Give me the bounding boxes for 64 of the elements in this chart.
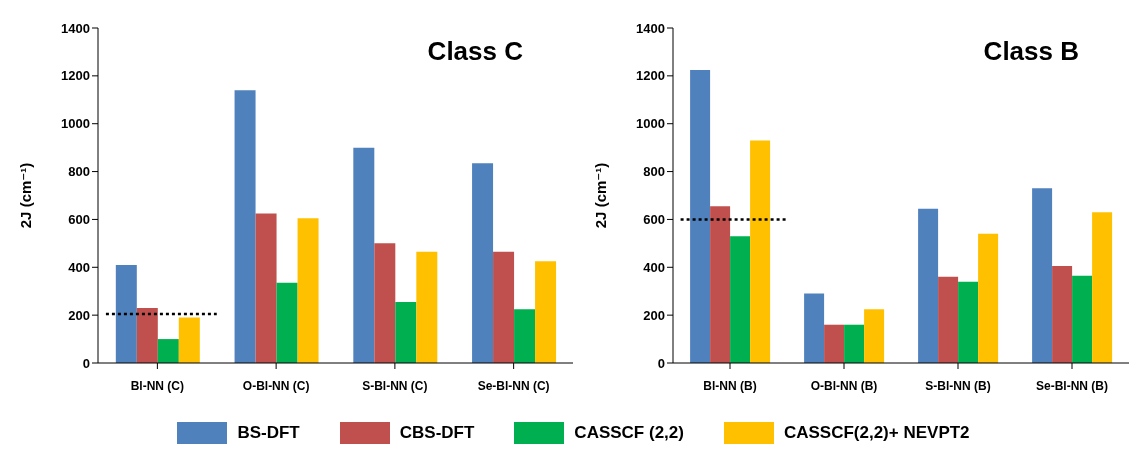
x-tick-label: Bl-NN (C) [130, 378, 185, 393]
y-axis-title: 2J (cm⁻¹) [592, 162, 610, 229]
y-tick-label: 600 [68, 212, 90, 228]
bar [353, 147, 375, 363]
x-tick-label: S-Bl-NN (C) [362, 378, 428, 393]
bar [115, 264, 137, 363]
bar [1052, 266, 1073, 363]
bar [824, 324, 845, 363]
bar [844, 324, 865, 363]
y-tick-label: 800 [643, 164, 665, 180]
bar [730, 236, 751, 363]
y-tick-label: 800 [68, 164, 90, 180]
bar [1032, 188, 1053, 363]
bar [514, 309, 536, 363]
bar [1092, 212, 1113, 363]
bar [750, 140, 771, 363]
y-tick-label: 1400 [61, 20, 90, 36]
bar [493, 251, 515, 363]
bar [374, 243, 396, 363]
legend-label: BS-DFT [237, 423, 300, 443]
bar [297, 218, 319, 363]
legend-label: CBS-DFT [399, 423, 475, 443]
x-tick-label: S-Bl-NN (B) [925, 378, 991, 393]
bar [255, 213, 277, 363]
bar [938, 276, 959, 363]
y-tick-label: 0 [82, 355, 90, 371]
y-tick-label: 1200 [61, 68, 90, 84]
bar [710, 206, 731, 363]
y-tick-label: 200 [68, 307, 90, 323]
bar [276, 282, 298, 363]
y-tick-label: 400 [68, 259, 90, 275]
bar [918, 208, 939, 363]
bar [690, 69, 711, 363]
x-tick-label: O-Bl-NN (B) [810, 378, 878, 393]
bar [136, 307, 158, 363]
bar [804, 293, 825, 363]
y-tick-label: 1000 [636, 116, 665, 132]
bar [1072, 275, 1093, 363]
x-tick-label: O-Bl-NN (C) [242, 378, 310, 393]
x-tick-label: Se-Bl-NN (B) [1036, 378, 1108, 393]
bar [472, 163, 494, 363]
y-tick-label: 200 [643, 307, 665, 323]
y-tick-label: 1200 [636, 68, 665, 84]
y-tick-label: 400 [643, 259, 665, 275]
x-tick-label: Se-Bl-NN (C) [477, 378, 550, 393]
chart-title: Class C [427, 36, 523, 67]
bar [978, 233, 999, 363]
bar [864, 309, 885, 363]
legend-label: CASSCF(2,2)+ NEVPT2 [783, 423, 970, 443]
bar [958, 281, 979, 363]
chart-title: Class B [983, 36, 1079, 67]
y-tick-label: 0 [657, 355, 665, 371]
bar [535, 261, 557, 363]
x-tick-label: Bl-NN (B) [703, 378, 757, 393]
y-tick-label: 1400 [636, 20, 665, 36]
bar [157, 339, 179, 363]
bar [395, 301, 417, 363]
y-tick-label: 600 [643, 212, 665, 228]
bar [416, 251, 438, 363]
legend-label: CASSCF (2,2) [574, 423, 684, 443]
bar [234, 90, 256, 363]
y-tick-label: 1000 [61, 116, 90, 132]
bar [178, 317, 200, 363]
y-axis-title: 2J (cm⁻¹) [17, 162, 35, 229]
